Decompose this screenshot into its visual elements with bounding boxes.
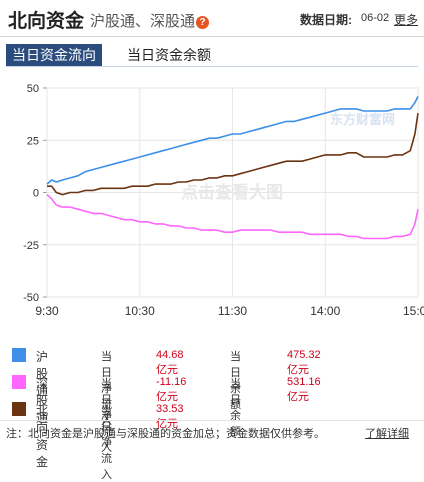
legend-flow-label: 当日净流入 [101,351,112,427]
legend-balance-label: 当日余额 [230,351,241,411]
question-icon[interactable]: ? [196,16,210,29]
line-series-hgt [46,96,419,185]
date-value: 06-02 [361,12,390,24]
x-tick-label: 10:30 [125,304,155,318]
date-label: 数据日期: [300,13,352,27]
line-series-sgt [46,194,419,240]
x-tick-label: 11:30 [218,304,247,318]
page-title: 北向资金 [8,11,85,32]
view-larger-watermark: 点击查看大图 [181,182,283,202]
legend-name: 深股通 [36,377,49,425]
x-tick-label: 9:30 [35,304,59,318]
line-series-north [47,112,419,196]
legend-balance-value: 475.32亿元 [287,349,321,376]
brand-watermark: 东方财富网 [330,112,395,127]
header: 北向资金 沪股通、深股通? 数据日期: 06-02 更多 [0,0,424,37]
legend-flow-label: 当日净流入 [101,405,112,481]
x-tick-label: 14:00 [310,304,340,318]
legend-flow-value: 44.68亿元 [156,349,184,376]
footer-divider [0,420,424,421]
page-subtitle: 沪股通、深股通? [90,10,210,31]
legend-flow-value: -11.16亿元 [156,376,187,403]
legend-swatch-north [12,402,26,416]
legend-balance-label: 当日余额 [230,378,241,438]
y-tick-label: -25 [23,240,39,252]
y-tick-label: -50 [23,292,39,304]
y-tick-label: 0 [33,188,39,200]
y-tick-label: 25 [27,135,39,147]
y-tick-label: 50 [27,83,39,95]
subtitle-text: 沪股通、深股通 [90,13,196,30]
footer-note: 注：北向资金是沪股通与深股通的资金加总；资金数据仅供参考。 [6,428,325,440]
tab-daily-balance[interactable]: 当日资金余额 [127,47,211,63]
tab-underline [6,66,418,67]
legend-swatch-hgt [12,348,26,362]
legend-name: 沪股通 [36,350,49,398]
more-link[interactable]: 更多 [394,13,419,27]
legend-flow-value: 33.53亿元 [156,403,184,430]
north-flow-chart[interactable]: 50 25 0 -25 -509:30 10:30 11:30 14:00 15:00 东方财富网… [0,70,424,320]
learn-more-link[interactable]: 了解详细 [365,428,409,440]
tab-daily-flow[interactable]: 当日资金流向 [6,44,102,66]
legend-balance-value: 531.16亿元 [287,376,321,403]
legend-swatch-sgt [12,375,26,389]
x-tick-label: 15:00 [403,304,424,318]
